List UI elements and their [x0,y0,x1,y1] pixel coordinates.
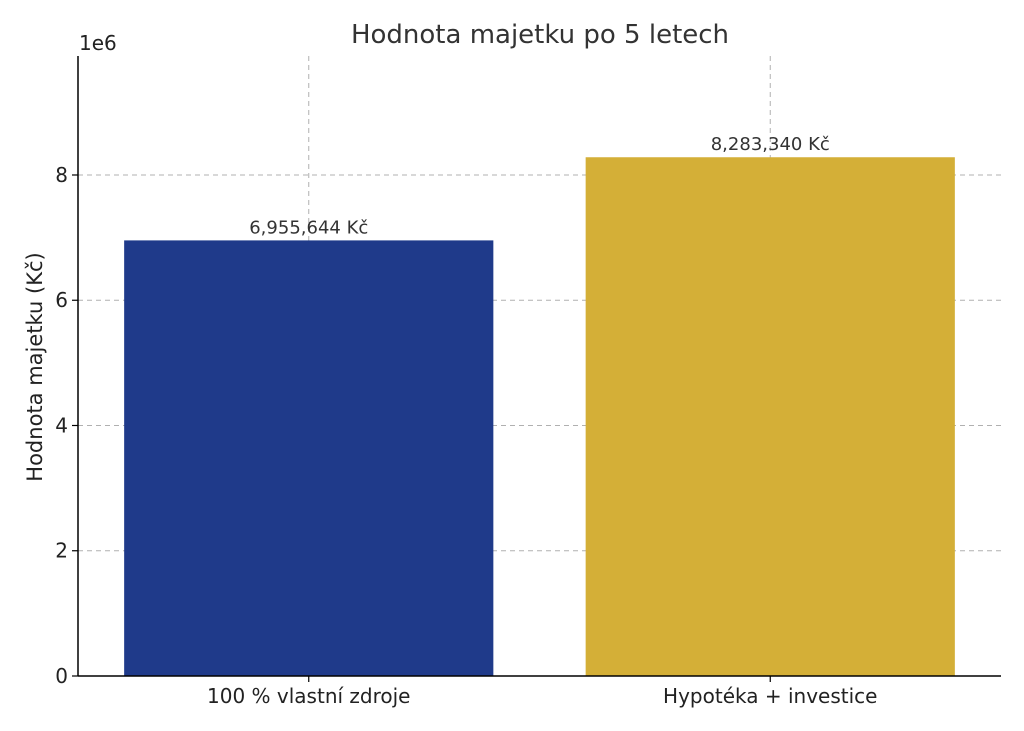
labels: 0 2 4 6 8 100 % vlastní zdroje 6,955,644 Kč Hyp… [55,134,877,708]
bar [124,240,494,676]
bars [124,157,955,677]
y-tick-label: 2 [55,539,68,563]
y-tick-label: 8 [55,163,68,187]
y-tick-label: 0 [55,664,68,688]
chart-title: Hodnota majetku po 5 letech [351,20,729,50]
y-tick-label: 6 [55,288,68,312]
y-tick-label: 4 [55,413,68,437]
axes [72,56,1001,682]
x-tick-label: Hypotéka + investice [663,684,877,708]
data-label: 6,955,644 Kč [249,217,368,238]
data-label: 8,283,340 Kč [711,134,830,155]
x-tick-label: 100 % vlastní zdroje [207,684,410,708]
y-axis-label: Hodnota majetku (Kč) [23,252,47,481]
bar [585,157,955,677]
y-axis-offset-label: 1e6 [79,31,117,55]
